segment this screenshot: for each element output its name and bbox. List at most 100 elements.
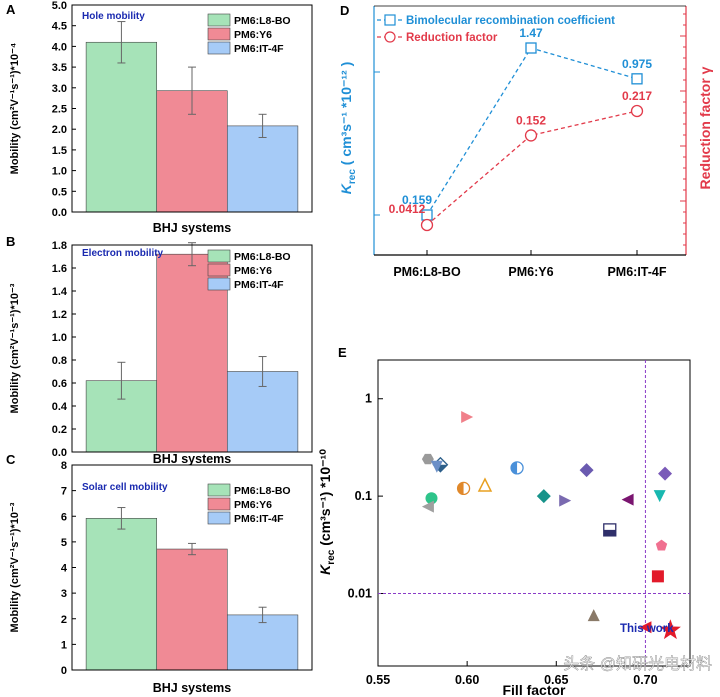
y-tick-label: 0.5: [52, 186, 67, 198]
legend-swatch: [207, 249, 231, 263]
legend-marker: [384, 14, 396, 26]
legend-swatch: [207, 263, 231, 277]
data-point: [587, 609, 600, 622]
legend-entry: PM6:L8-BO: [234, 15, 291, 27]
x-tick-label: PM6:L8-BO: [393, 265, 461, 279]
data-point: [621, 493, 634, 506]
y-tick-label: 4.5: [52, 21, 67, 33]
x-tick-label: PM6:Y6: [508, 265, 553, 279]
y-tick-label: 1.4: [52, 286, 68, 298]
y-tick-label: 3: [61, 588, 67, 600]
data-point: [630, 104, 644, 118]
data-point: [651, 570, 664, 583]
axis-label-subscript: rec: [326, 549, 337, 564]
data-point: [421, 500, 434, 513]
panel-letter-C: C: [6, 452, 16, 467]
data-point: [653, 490, 666, 503]
data-point: [639, 621, 652, 634]
legend-entry: PM6:Y6: [234, 499, 272, 511]
y-tick-label: 4.0: [52, 41, 67, 53]
panel-letter-D: D: [340, 3, 349, 18]
axis-label-symbol: K: [317, 564, 333, 575]
legend-entry: Reduction factor: [406, 32, 498, 44]
data-point: [579, 463, 594, 478]
chart-title: Solar cell mobility: [82, 482, 168, 493]
legend-entry: PM6:IT-4F: [234, 513, 284, 525]
y-axis-label: Krec (cm³s⁻¹) *10⁻¹⁰: [317, 449, 337, 575]
left-axis-label: Krec ( cm³s⁻¹ *10⁻¹² ): [338, 62, 358, 195]
y-tick-label: 0: [61, 665, 67, 677]
legend-swatch: [207, 13, 231, 27]
data-label: 0.975: [622, 57, 652, 71]
data-point: [631, 73, 643, 85]
data-label: 0.152: [516, 113, 546, 127]
y-tick-label: 2.0: [52, 124, 67, 136]
data-point: [420, 218, 434, 232]
y-tick-label: 0.01: [348, 586, 372, 600]
x-tick-label: 0.55: [366, 673, 390, 687]
data-point-fill: [457, 482, 464, 495]
x-axis-label: Fill factor: [502, 682, 566, 697]
y-axis-label: Mobility (cm²V⁻¹s⁻¹)*10⁻³: [9, 283, 21, 413]
legend-swatch: [207, 277, 231, 291]
y-tick-label: 0.0: [52, 447, 67, 459]
legend-swatch: [207, 497, 231, 511]
legend-swatch: [207, 483, 231, 497]
y-tick-label: 0.4: [52, 401, 68, 413]
y-tick-label: 0.2: [52, 424, 67, 436]
y-tick-label: 1: [365, 392, 372, 406]
bar-PM6:IT-4F: [226, 614, 299, 671]
data-label: 1.47: [519, 26, 543, 40]
bar-chart-C: C 0 1 2 3 4 5 6 7 8 Solar cell mobility BHJ systems…: [6, 452, 313, 695]
y-tick-label: 1.6: [52, 263, 67, 275]
right-axis-label: Reduction factor γ: [697, 66, 713, 189]
y-axis-label: Mobility (cm²V⁻¹s⁻¹)*10⁻⁴: [9, 43, 21, 175]
legend-entry: PM6:Y6: [234, 29, 272, 41]
y-tick-label: 1.8: [52, 240, 67, 252]
data-point: [461, 410, 474, 423]
y-tick-label: 5: [61, 537, 67, 549]
scatter-chart-E: E 0.55 0.60 0.65 0.70 0.01 0.1 1 This work Fill f…: [317, 345, 691, 697]
y-tick-label: 1.0: [52, 166, 67, 178]
x-axis-label: BHJ systems: [153, 452, 232, 466]
panel-letter-B: B: [6, 234, 15, 249]
data-point: [536, 489, 551, 504]
y-tick-label: 1.2: [52, 309, 67, 321]
chart-title: Hole mobility: [82, 11, 145, 22]
y-tick-label: 1.0: [52, 332, 67, 344]
data-point: [425, 492, 438, 505]
y-tick-label: 3.0: [52, 83, 67, 95]
legend-entry: PM6:L8-BO: [234, 485, 291, 497]
x-axis-label: BHJ systems: [153, 681, 232, 695]
data-point: [430, 460, 443, 473]
legend-entry: PM6:L8-BO: [234, 251, 291, 263]
bar-PM6:IT-4F: [226, 125, 299, 213]
y-tick-label: 1: [61, 639, 67, 651]
data-point: [477, 477, 493, 492]
y-tick-label: 8: [61, 460, 67, 472]
data-label: 0.217: [622, 89, 652, 103]
series-line-1: [426, 110, 638, 226]
legend-swatch: [207, 41, 231, 55]
y-tick-label: 7: [61, 486, 67, 498]
legend-entry: PM6:Y6: [234, 265, 272, 277]
y-tick-label: 1.5: [52, 145, 67, 157]
bar-PM6:L8-BO: [85, 41, 158, 213]
data-point: [658, 466, 673, 481]
bar-PM6:Y6: [156, 548, 228, 671]
y-tick-label: 0.0: [52, 207, 67, 219]
bar-PM6:L8-BO: [85, 517, 158, 671]
plot-frame: [377, 359, 691, 667]
data-point: [659, 619, 681, 640]
data-point: [655, 539, 668, 551]
y-tick-label: 4: [61, 563, 68, 575]
legend-entry: Bimolecular recombination coefficient: [406, 15, 615, 27]
panel-letter-A: A: [6, 2, 16, 17]
plot-frame: [71, 244, 313, 453]
this-work-annotation: This work: [620, 623, 674, 635]
data-point: [524, 129, 538, 142]
x-axis-label: BHJ systems: [153, 221, 232, 235]
panel-letter-E: E: [338, 345, 347, 360]
legend-swatch: [207, 27, 231, 41]
x-tick-label: 0.70: [633, 673, 657, 687]
